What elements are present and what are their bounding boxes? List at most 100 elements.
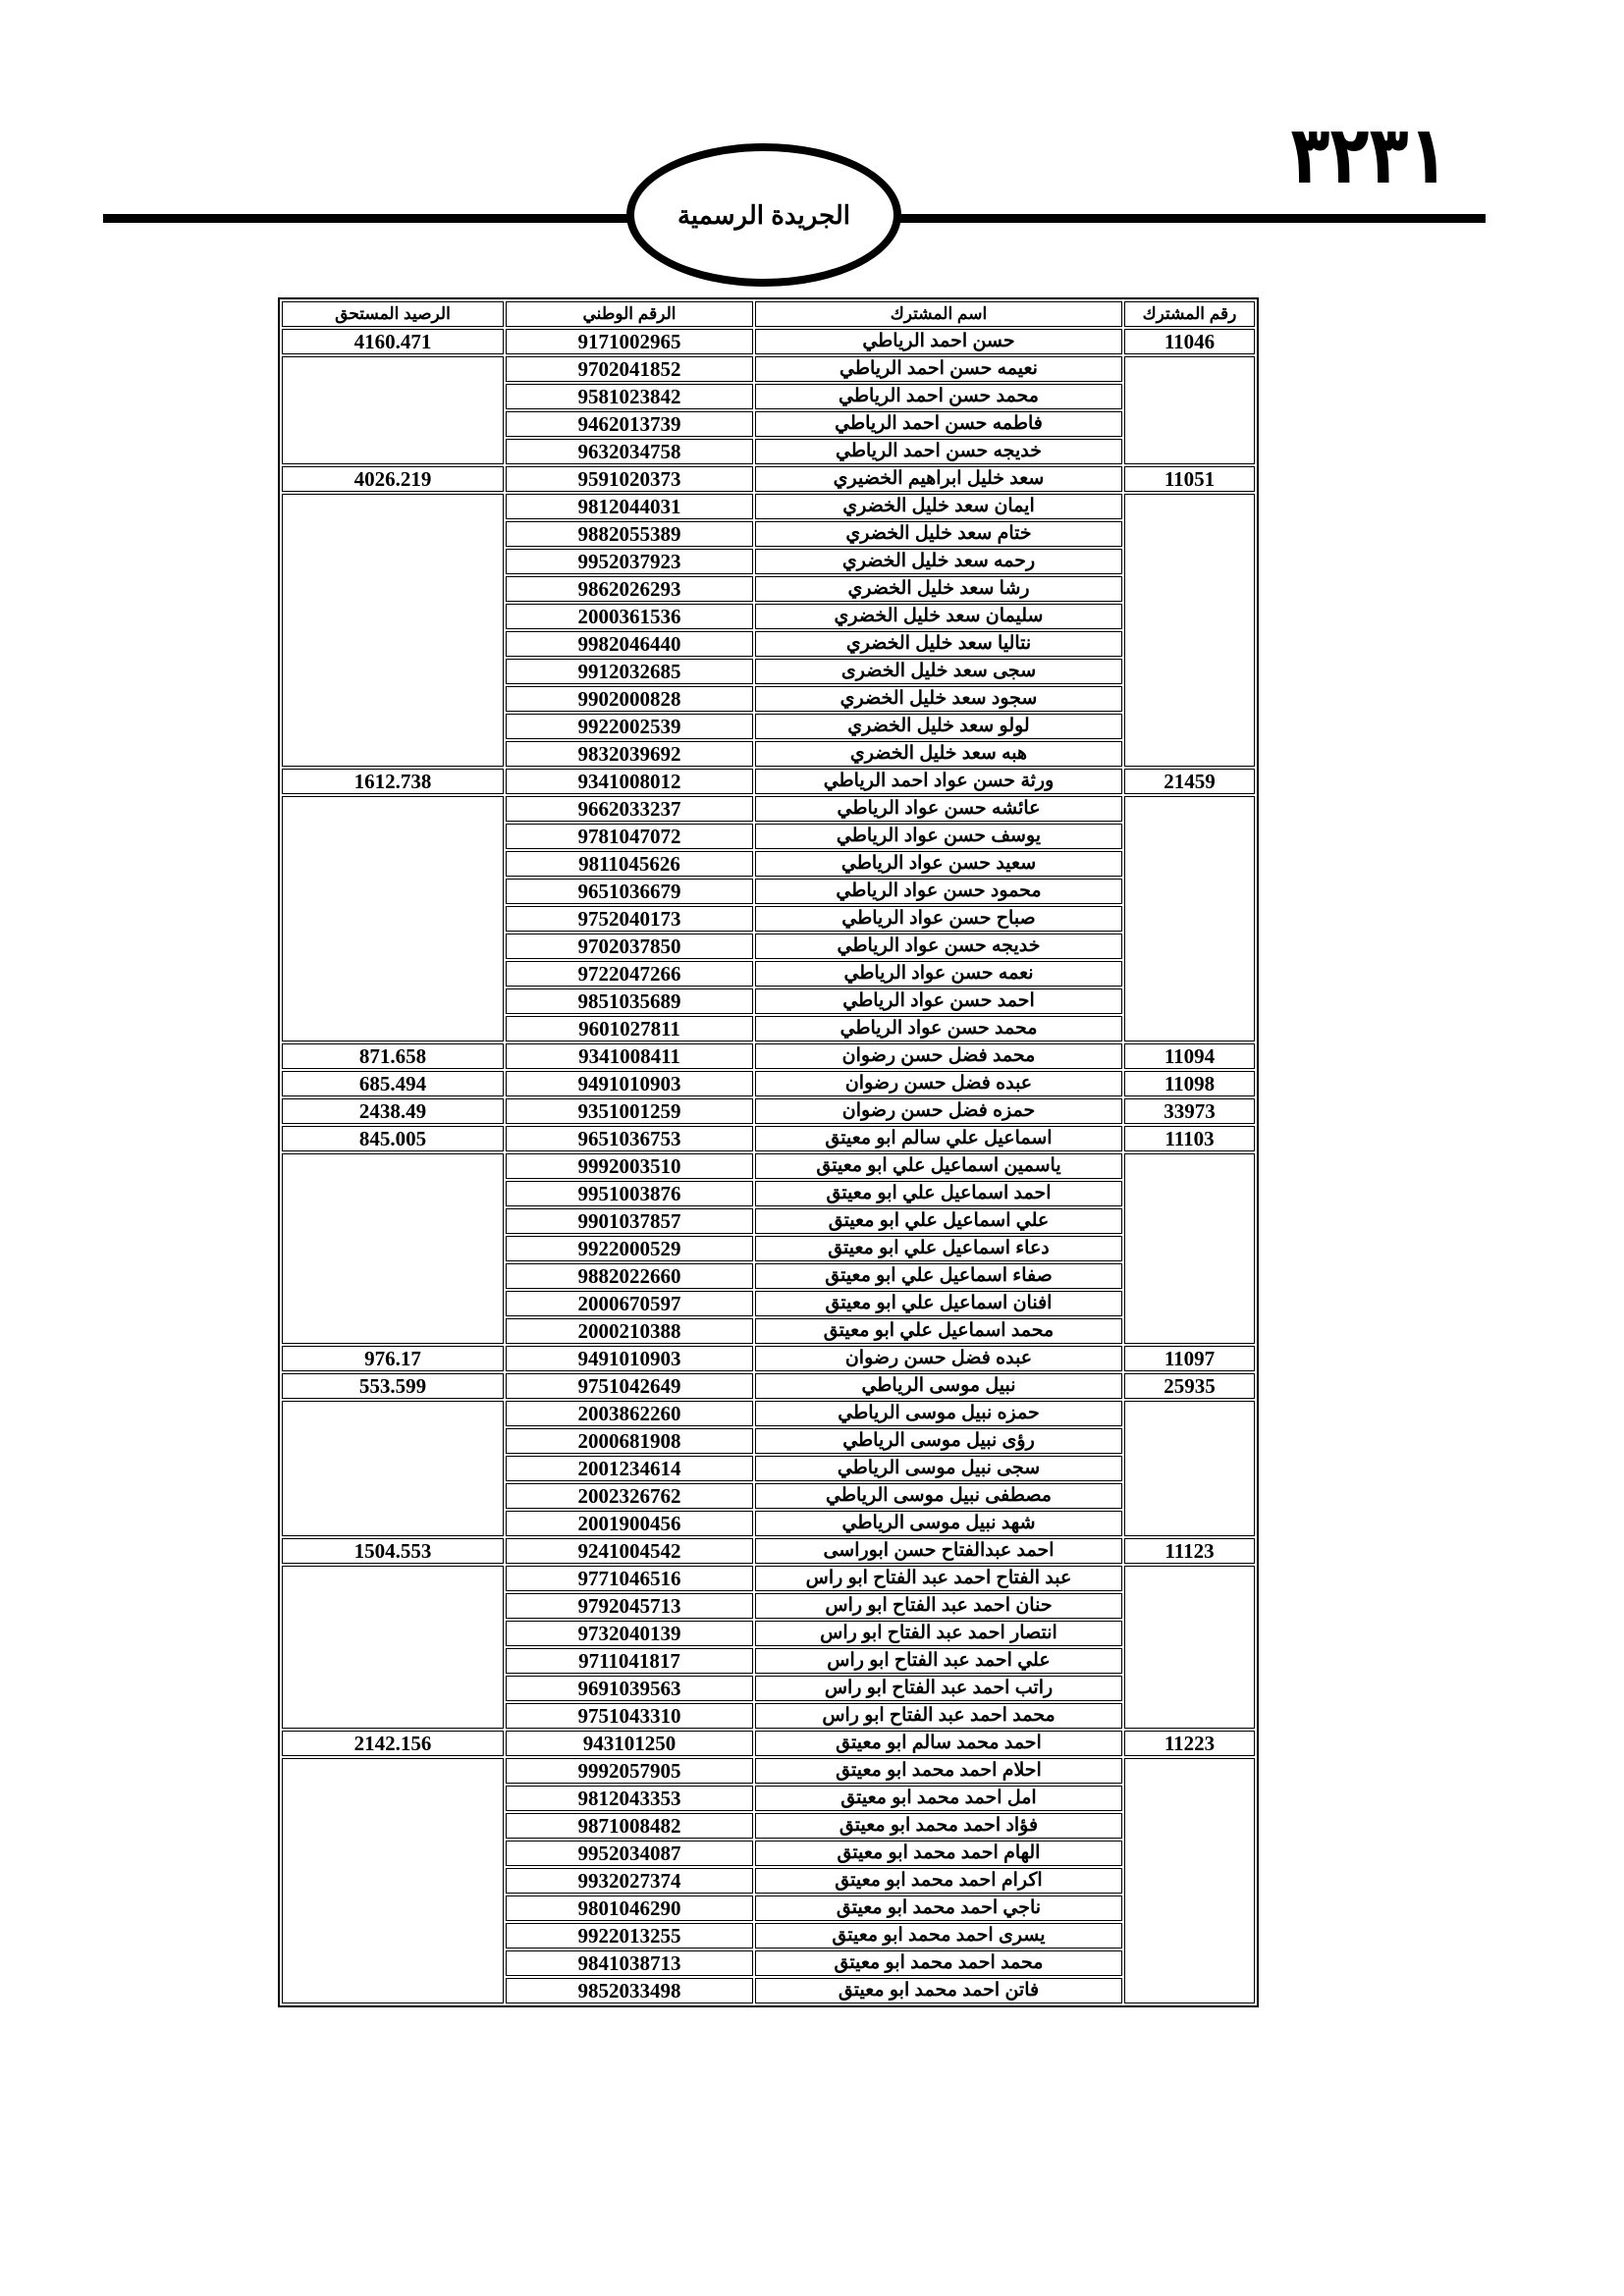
member-name-cell: يوسف حسن عواد الرياطي (755, 824, 1122, 849)
subscriber-no-cell: 33973 (1124, 1098, 1255, 1124)
member-name-cell: رؤى نبيل موسى الرياطي (755, 1428, 1122, 1454)
subscriber-name-cell: عبده فضل حسن رضوان (755, 1071, 1122, 1096)
member-name-cell: ياسمين اسماعيل علي ابو معيتق (755, 1153, 1122, 1179)
table-row-member: هبه سعد خليل الخضري 9832039692 (282, 741, 1255, 767)
member-national-id-cell: 9581023842 (506, 384, 753, 409)
table-row-member: دعاء اسماعيل علي ابو معيتق 9922000529 (282, 1236, 1255, 1261)
table-row-member: علي اسماعيل علي ابو معيتق 9901037857 (282, 1208, 1255, 1234)
member-name-cell: رشا سعد خليل الخضري (755, 576, 1122, 602)
member-name-cell: سجود سعد خليل الخضري (755, 686, 1122, 712)
national-id-cell: 9751042649 (506, 1373, 753, 1399)
member-name-cell: راتب احمد عبد الفتاح ابو راس (755, 1676, 1122, 1701)
member-name-cell: افنان اسماعيل علي ابو معيتق (755, 1291, 1122, 1316)
subscriber-no-cell: 21459 (1124, 769, 1255, 794)
member-national-id-cell: 9862026293 (506, 576, 753, 602)
member-national-id-cell: 9651036679 (506, 879, 753, 904)
table-row-member: نعمه حسن عواد الرياطي 9722047266 (282, 961, 1255, 987)
table-row-member: ياسمين اسماعيل علي ابو معيتق 9992003510 (282, 1153, 1255, 1344)
subscriber-name-cell: حسن احمد الرياطي (755, 329, 1122, 354)
table-row-member: سليمان سعد خليل الخضري 2000361536 (282, 604, 1255, 629)
table-row-member: محمود حسن عواد الرياطي 9651036679 (282, 879, 1255, 904)
member-national-id-cell: 9882022660 (506, 1263, 753, 1289)
table-row-member: محمد احمد محمد ابو معيتق 9841038713 (282, 1950, 1255, 1976)
subscriber-no-cell: 11051 (1124, 466, 1255, 492)
table-row-member: حمزه نبيل موسى الرياطي 2003862260 (282, 1401, 1255, 1536)
column-header-subscriber-name: اسم المشترك (755, 301, 1122, 327)
member-national-id-cell: 9992003510 (506, 1153, 753, 1179)
table-row-subscriber: 11103 اسماعيل علي سالم ابو معيتق 965103675… (282, 1126, 1255, 1151)
subscriber-no-cell: 11103 (1124, 1126, 1255, 1151)
member-name-cell: سعيد حسن عواد الرياطي (755, 851, 1122, 877)
table-body: 11046 حسن احمد الرياطي 9171002965 4160.471 ن… (282, 329, 1255, 2003)
member-national-id-cell: 9752040173 (506, 906, 753, 932)
table-row-member: افنان اسماعيل علي ابو معيتق 2000670597 (282, 1291, 1255, 1316)
member-national-id-cell: 9662033237 (506, 796, 753, 822)
member-national-id-cell: 9871008482 (506, 1813, 753, 1839)
national-id-cell: 9341008411 (506, 1043, 753, 1069)
table-row-subscriber: 11094 محمد فضل حسن رضوان 9341008411 871.658 (282, 1043, 1255, 1069)
table-row-member: عبد الفتاح احمد عبد الفتاح ابو راس 977104… (282, 1566, 1255, 1729)
empty-balance-cell (282, 356, 504, 464)
table-row-subscriber: 33973 حمزه فضل حسن رضوان 9351001259 2438.49 (282, 1098, 1255, 1124)
balance-due-cell: 553.599 (282, 1373, 504, 1399)
member-name-cell: علي احمد عبد الفتاح ابو راس (755, 1648, 1122, 1674)
empty-subscriber-no-cell (1124, 1758, 1255, 2003)
member-name-cell: فاتن احمد محمد ابو معيتق (755, 1978, 1122, 2003)
table-row-member: حنان احمد عبد الفتاح ابو راس 9792045713 (282, 1593, 1255, 1619)
table-row-member: نعيمه حسن احمد الرياطي 9702041852 (282, 356, 1255, 464)
member-name-cell: الهام احمد محمد ابو معيتق (755, 1841, 1122, 1866)
subscriber-no-cell: 25935 (1124, 1373, 1255, 1399)
national-id-cell: 9351001259 (506, 1098, 753, 1124)
member-national-id-cell: 9751043310 (506, 1703, 753, 1729)
subscribers-table: رقم المشترك اسم المشترك الرقم الوطني الر… (278, 297, 1259, 2007)
publication-title-oval: الجريدة الرسمية (626, 143, 901, 287)
empty-subscriber-no-cell (1124, 494, 1255, 767)
column-header-subscriber-no: رقم المشترك (1124, 301, 1255, 327)
table-row-member: احمد حسن عواد الرياطي 9851035689 (282, 988, 1255, 1014)
national-id-cell: 9491010903 (506, 1346, 753, 1371)
empty-subscriber-no-cell (1124, 1401, 1255, 1536)
subscriber-name-cell: نبيل موسى الرياطي (755, 1373, 1122, 1399)
member-national-id-cell: 9702037850 (506, 934, 753, 959)
subscriber-name-cell: اسماعيل علي سالم ابو معيتق (755, 1126, 1122, 1151)
member-national-id-cell: 2001234614 (506, 1456, 753, 1481)
member-national-id-cell: 9462013739 (506, 411, 753, 437)
member-national-id-cell: 9992057905 (506, 1758, 753, 1784)
table-row-member: خديجه حسن عواد الرياطي 9702037850 (282, 934, 1255, 959)
member-name-cell: مصطفى نبيل موسى الرياطي (755, 1483, 1122, 1509)
member-national-id-cell: 9832039692 (506, 741, 753, 767)
member-national-id-cell: 9722047266 (506, 961, 753, 987)
balance-due-cell: 976.17 (282, 1346, 504, 1371)
balance-due-cell: 845.005 (282, 1126, 504, 1151)
member-national-id-cell: 2000670597 (506, 1291, 753, 1316)
member-name-cell: صباح حسن عواد الرياطي (755, 906, 1122, 932)
member-national-id-cell: 9801046290 (506, 1896, 753, 1921)
table-row-member: رشا سعد خليل الخضري 9862026293 (282, 576, 1255, 602)
member-name-cell: خديجه حسن احمد الرياطي (755, 439, 1122, 464)
table-row-member: فؤاد احمد محمد ابو معيتق 9871008482 (282, 1813, 1255, 1839)
member-name-cell: نتاليا سعد خليل الخضري (755, 631, 1122, 657)
member-name-cell: محمود حسن عواد الرياطي (755, 879, 1122, 904)
table-row-member: يسرى احمد محمد ابو معيتق 9922013255 (282, 1923, 1255, 1949)
table-row-member: احمد اسماعيل علي ابو معيتق 9951003876 (282, 1181, 1255, 1206)
member-name-cell: علي اسماعيل علي ابو معيتق (755, 1208, 1122, 1234)
table-row-member: فاتن احمد محمد ابو معيتق 9852033498 (282, 1978, 1255, 2003)
member-name-cell: فؤاد احمد محمد ابو معيتق (755, 1813, 1122, 1839)
national-id-cell: 9241004542 (506, 1538, 753, 1564)
member-name-cell: محمد احمد محمد ابو معيتق (755, 1950, 1122, 1976)
member-name-cell: يسرى احمد محمد ابو معيتق (755, 1923, 1122, 1949)
column-header-balance-due: الرصيد المستحق (282, 301, 504, 327)
member-name-cell: حنان احمد عبد الفتاح ابو راس (755, 1593, 1122, 1619)
member-national-id-cell: 9932027374 (506, 1868, 753, 1894)
table-row-member: انتصار احمد عبد الفتاح ابو راس 9732040139 (282, 1621, 1255, 1646)
member-national-id-cell: 2003862260 (506, 1401, 753, 1426)
member-national-id-cell: 2000361536 (506, 604, 753, 629)
subscriber-no-cell: 11098 (1124, 1071, 1255, 1096)
member-national-id-cell: 9922002539 (506, 714, 753, 739)
table-row-member: اكرام احمد محمد ابو معيتق 9932027374 (282, 1868, 1255, 1894)
table-row-member: محمد احمد عبد الفتاح ابو راس 9751043310 (282, 1703, 1255, 1729)
member-national-id-cell: 2002326762 (506, 1483, 753, 1509)
member-name-cell: فاطمه حسن احمد الرياطي (755, 411, 1122, 437)
member-national-id-cell: 9902000828 (506, 686, 753, 712)
empty-balance-cell (282, 1758, 504, 2003)
